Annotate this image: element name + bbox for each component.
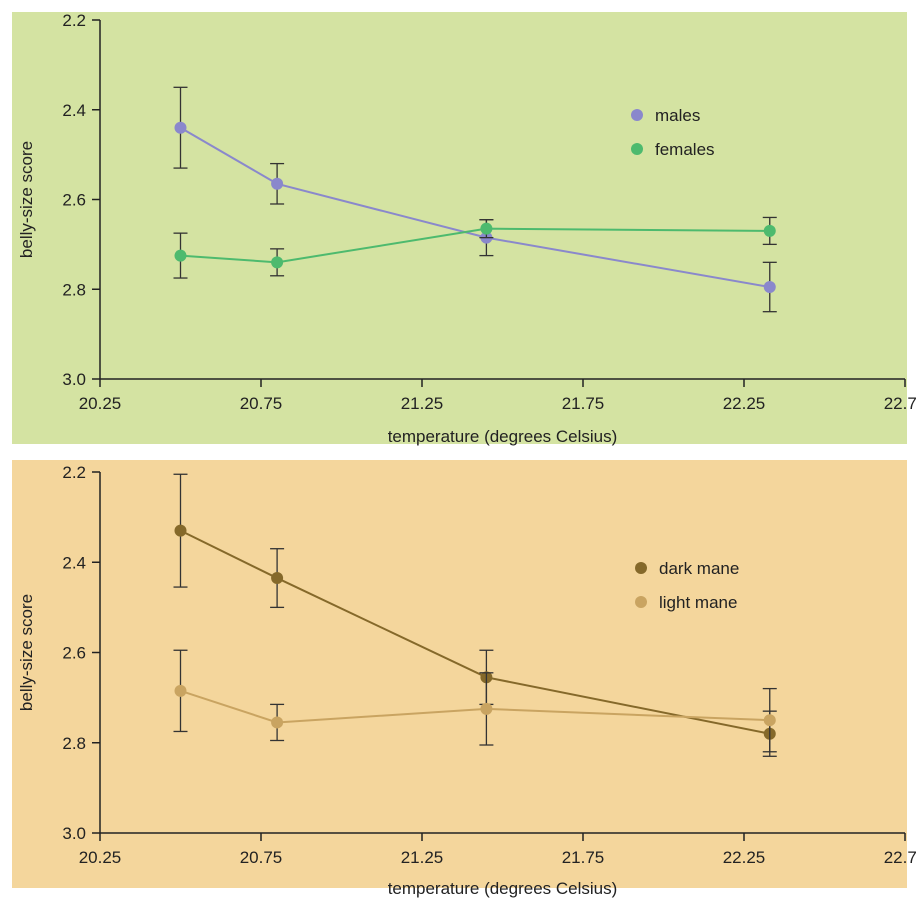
x-tick-label: 20.25 bbox=[79, 848, 122, 867]
series-line bbox=[180, 689, 770, 724]
legend-label: females bbox=[655, 140, 715, 159]
series-light-mane bbox=[173, 649, 777, 753]
x-tick-label: 21.25 bbox=[401, 394, 444, 413]
top-chart-panel: 2.2 2.4 2.6 2.8 3.0 20.25 20.75 21.25 21.75 22.25… bbox=[12, 11, 917, 446]
x-tick-label: 22.75 bbox=[884, 394, 917, 413]
legend-marker bbox=[635, 596, 647, 608]
y-tick-label: 2.6 bbox=[62, 644, 86, 663]
x-tick-label: 21.75 bbox=[562, 848, 605, 867]
legend-marker bbox=[631, 143, 643, 155]
plot-background bbox=[12, 460, 907, 888]
data-point bbox=[763, 224, 776, 237]
x-tick-label: 21.75 bbox=[562, 394, 605, 413]
legend-marker bbox=[631, 109, 643, 121]
x-axis-label: temperature (degrees Celsius) bbox=[388, 427, 618, 446]
y-tick-label: 2.4 bbox=[62, 553, 86, 572]
x-tick-label: 22.75 bbox=[884, 848, 917, 867]
x-tick-label: 22.25 bbox=[723, 848, 766, 867]
x-tick-label: 20.75 bbox=[240, 848, 283, 867]
plot-background bbox=[12, 12, 907, 444]
data-point bbox=[174, 684, 187, 697]
y-tick-label: 2.4 bbox=[62, 101, 86, 120]
data-point bbox=[763, 714, 776, 727]
data-point bbox=[271, 572, 284, 585]
data-point bbox=[271, 256, 284, 269]
series-line bbox=[179, 126, 770, 288]
legend-label: light mane bbox=[659, 593, 737, 612]
x-tick-label: 22.25 bbox=[723, 394, 766, 413]
series-females bbox=[173, 216, 777, 279]
x-axis-label: temperature (degrees Celsius) bbox=[388, 879, 618, 898]
y-tick-label: 2.6 bbox=[62, 191, 86, 210]
x-tick-label: 20.75 bbox=[240, 394, 283, 413]
y-tick-label: 2.8 bbox=[62, 280, 86, 299]
data-point bbox=[480, 702, 493, 715]
series-line bbox=[180, 529, 770, 735]
y-tick-label: 2.2 bbox=[62, 11, 86, 30]
legend-label: males bbox=[655, 106, 700, 125]
y-tick-label: 3.0 bbox=[62, 370, 86, 389]
y-axis-label: belly-size score bbox=[17, 141, 36, 258]
data-point bbox=[763, 281, 776, 294]
data-point bbox=[271, 177, 284, 190]
x-tick-label: 20.25 bbox=[79, 394, 122, 413]
data-point bbox=[480, 222, 493, 235]
y-axis-label: belly-size score bbox=[17, 594, 36, 711]
x-tick-label: 21.25 bbox=[401, 848, 444, 867]
series-dark-mane bbox=[173, 473, 777, 757]
data-point bbox=[174, 249, 187, 262]
series-line bbox=[180, 227, 770, 264]
legend-label: dark mane bbox=[659, 559, 739, 578]
bottom-chart-panel: 2.2 2.4 2.6 2.8 3.0 20.25 20.75 21.25 21.75 22.25… bbox=[12, 460, 917, 898]
data-point bbox=[174, 524, 187, 537]
y-tick-label: 3.0 bbox=[62, 824, 86, 843]
data-point bbox=[271, 716, 284, 729]
y-tick-label: 2.8 bbox=[62, 734, 86, 753]
legend-marker bbox=[635, 562, 647, 574]
y-tick-label: 2.2 bbox=[62, 463, 86, 482]
data-point bbox=[174, 121, 187, 134]
